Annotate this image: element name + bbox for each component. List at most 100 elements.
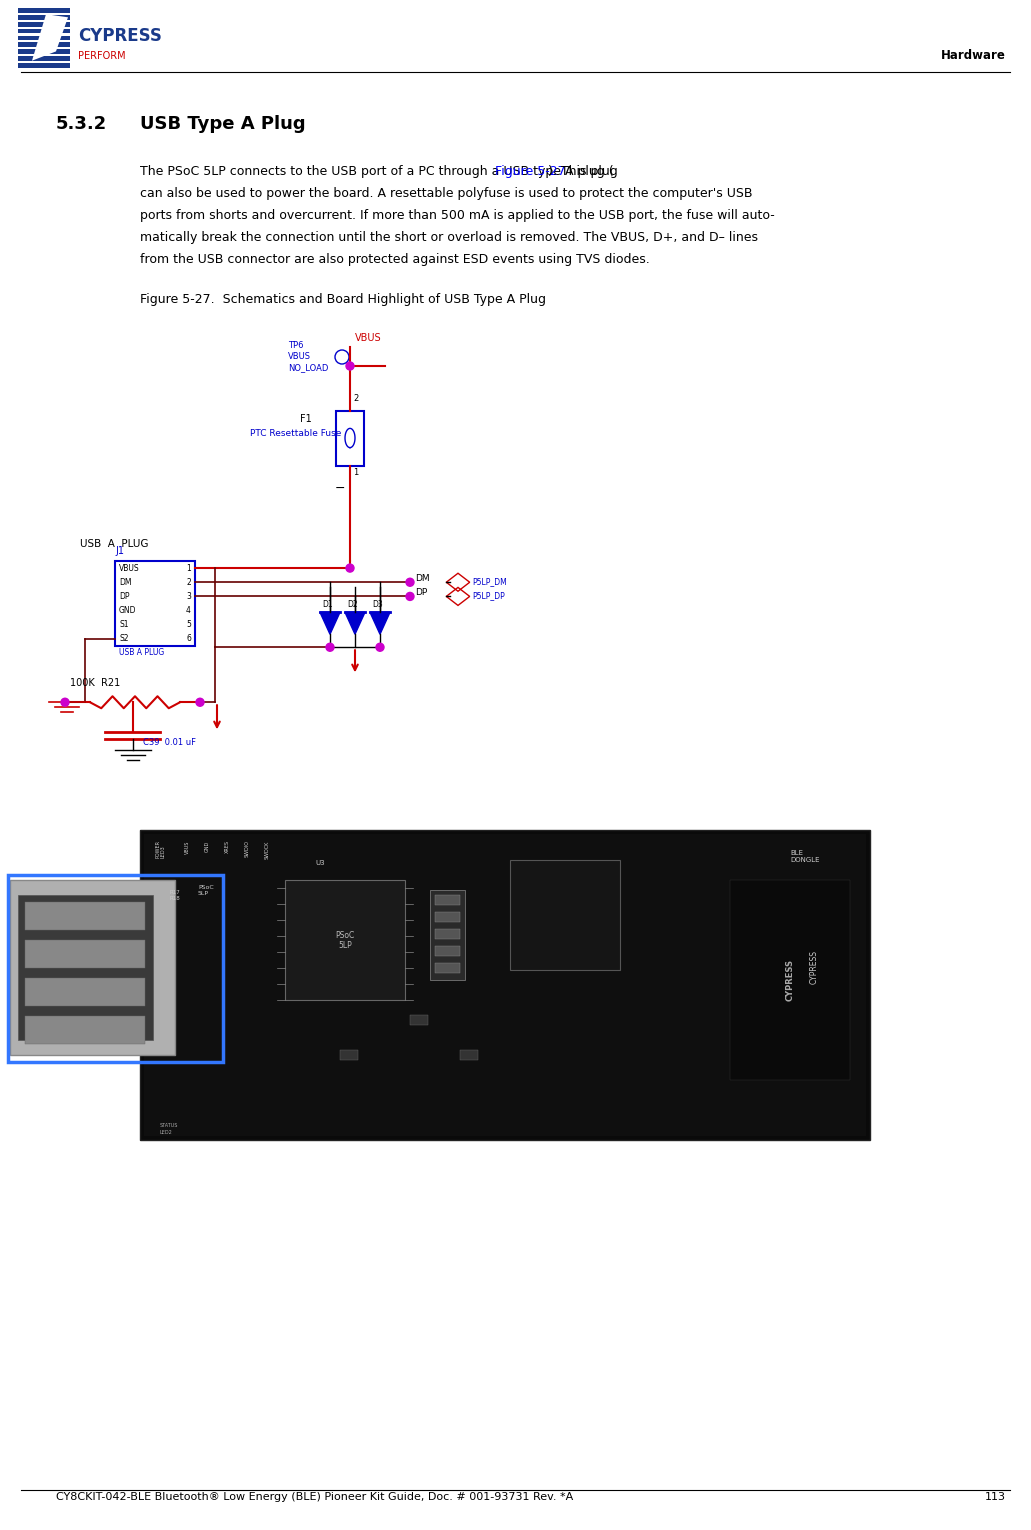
- Text: S1: S1: [119, 620, 129, 629]
- Text: 5: 5: [187, 620, 191, 629]
- Bar: [18, 63, 70, 67]
- Bar: [18, 8, 70, 12]
- Text: matically break the connection until the short or overload is removed. The VBUS,: matically break the connection until the…: [140, 231, 758, 243]
- Bar: [25, 978, 145, 1007]
- Text: J1: J1: [115, 546, 124, 555]
- Text: Figure 5-27.  Schematics and Board Highlight of USB Type A Plug: Figure 5-27. Schematics and Board Highli…: [140, 294, 546, 306]
- Text: ). This plug: ). This plug: [548, 165, 618, 177]
- Text: ports from shorts and overcurrent. If more than 500 mA is applied to the USB por: ports from shorts and overcurrent. If mo…: [140, 210, 774, 222]
- Bar: [460, 1050, 478, 1060]
- Text: USB A PLUG: USB A PLUG: [119, 649, 164, 656]
- Bar: [18, 35, 70, 40]
- Text: −: −: [335, 482, 345, 496]
- Bar: [435, 964, 460, 973]
- Bar: [18, 49, 70, 54]
- Text: 3: 3: [187, 592, 191, 601]
- Text: CY8CKIT-042-BLE Bluetooth® Low Energy (BLE) Pioneer Kit Guide, Doc. # 001-93731 : CY8CKIT-042-BLE Bluetooth® Low Energy (B…: [56, 1492, 573, 1502]
- Circle shape: [346, 565, 354, 572]
- Text: POWER
LED3: POWER LED3: [155, 840, 166, 858]
- Polygon shape: [345, 612, 365, 635]
- Text: P5LP_DP: P5LP_DP: [472, 592, 505, 600]
- Text: from the USB connector are also protected against ESD events using TVS diodes.: from the USB connector are also protecte…: [140, 252, 650, 266]
- Text: 1: 1: [187, 563, 191, 572]
- Bar: [18, 895, 153, 1040]
- Text: P5LP_DM: P5LP_DM: [472, 577, 507, 586]
- Text: 1: 1: [353, 468, 358, 477]
- Text: PSoC
5LP: PSoC 5LP: [198, 886, 213, 897]
- Circle shape: [196, 698, 204, 707]
- Text: GND: GND: [205, 840, 210, 852]
- Text: DM: DM: [119, 578, 132, 586]
- Text: TP6: TP6: [288, 341, 303, 350]
- Bar: [430, 890, 465, 981]
- Text: STATUS: STATUS: [160, 1123, 178, 1128]
- Bar: [18, 15, 70, 20]
- Text: VBUS: VBUS: [288, 352, 311, 361]
- Text: PSoC
5LP: PSoC 5LP: [335, 930, 355, 950]
- Text: GND: GND: [119, 606, 136, 615]
- Bar: [510, 860, 620, 970]
- Text: 4: 4: [187, 606, 191, 615]
- Text: The PSoC 5LP connects to the USB port of a PC through a USB type A plug (: The PSoC 5LP connects to the USB port of…: [140, 165, 613, 177]
- Text: Hardware: Hardware: [941, 49, 1006, 63]
- Bar: [25, 903, 145, 930]
- Text: 113: 113: [985, 1492, 1006, 1502]
- Text: USB  A  PLUG: USB A PLUG: [80, 539, 148, 549]
- Polygon shape: [320, 612, 340, 635]
- Bar: [336, 412, 364, 467]
- Bar: [115, 562, 195, 646]
- Bar: [8, 875, 223, 1062]
- Bar: [18, 21, 70, 26]
- Text: DP: DP: [119, 592, 130, 601]
- Text: PTC Resettable Fuse: PTC Resettable Fuse: [250, 428, 341, 438]
- Text: D2: D2: [347, 600, 359, 609]
- Text: 5.3.2: 5.3.2: [56, 115, 107, 133]
- Bar: [340, 1050, 358, 1060]
- Circle shape: [61, 698, 69, 707]
- Text: can also be used to power the board. A resettable polyfuse is used to protect th: can also be used to power the board. A r…: [140, 187, 753, 200]
- Bar: [140, 831, 870, 1140]
- Text: VBUS: VBUS: [355, 334, 381, 343]
- Bar: [25, 941, 145, 968]
- Text: LED2: LED2: [160, 1131, 173, 1135]
- Text: D1: D1: [323, 600, 333, 609]
- Bar: [18, 43, 70, 47]
- Text: VBUS: VBUS: [185, 840, 190, 854]
- Bar: [410, 1016, 428, 1025]
- Text: 2: 2: [187, 578, 191, 586]
- Text: PERFORM: PERFORM: [78, 52, 126, 61]
- Text: SWDCK: SWDCK: [265, 840, 270, 858]
- Bar: [144, 834, 866, 1137]
- Text: 2: 2: [353, 395, 358, 402]
- Text: Figure 5-27: Figure 5-27: [495, 165, 565, 177]
- Text: DP: DP: [415, 589, 427, 597]
- Text: CYPRESS: CYPRESS: [786, 959, 795, 1001]
- Bar: [18, 29, 70, 34]
- Text: S2: S2: [119, 635, 129, 644]
- Text: VBUS: VBUS: [119, 563, 139, 572]
- Text: C39  0.01 uF: C39 0.01 uF: [143, 739, 196, 747]
- Circle shape: [406, 578, 414, 586]
- Bar: [730, 880, 850, 1080]
- Text: NO_LOAD: NO_LOAD: [288, 363, 329, 372]
- Circle shape: [326, 643, 334, 652]
- Text: USB Type A Plug: USB Type A Plug: [140, 115, 305, 133]
- Bar: [25, 1016, 145, 1045]
- Text: 6: 6: [187, 635, 191, 644]
- Text: SWDIO: SWDIO: [245, 840, 250, 857]
- Text: R17
R18: R17 R18: [170, 890, 180, 901]
- Bar: [10, 880, 175, 1056]
- Bar: [435, 895, 460, 906]
- Circle shape: [376, 643, 384, 652]
- Bar: [285, 880, 405, 1001]
- Text: F1: F1: [300, 415, 312, 424]
- Bar: [435, 929, 460, 939]
- Text: CYPRESS: CYPRESS: [78, 28, 162, 44]
- Text: 100K  R21: 100K R21: [70, 678, 121, 688]
- Bar: [435, 912, 460, 923]
- Circle shape: [346, 363, 354, 370]
- Polygon shape: [32, 14, 68, 61]
- Text: BLE
DONGLE: BLE DONGLE: [790, 851, 820, 863]
- Text: CYPRESS: CYPRESS: [810, 950, 819, 984]
- Text: XRES: XRES: [225, 840, 230, 854]
